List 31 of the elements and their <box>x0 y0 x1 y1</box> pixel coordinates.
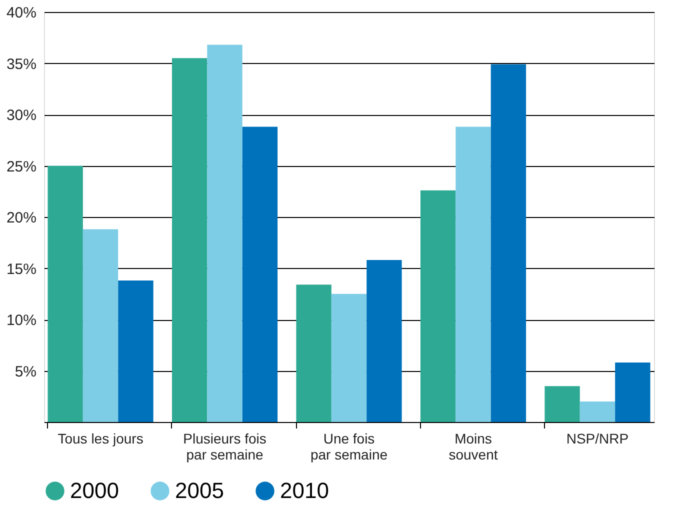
y-tick-label: 10% <box>6 312 36 329</box>
bar <box>296 284 332 422</box>
legend-label: 2000 <box>70 478 119 503</box>
bar <box>456 126 491 422</box>
bar <box>48 166 83 422</box>
bar <box>82 229 118 422</box>
bar <box>366 260 402 422</box>
bar <box>544 386 580 422</box>
y-tick-label: 30% <box>6 107 36 124</box>
y-tick-label: 5% <box>14 363 36 380</box>
x-tick-label: Moins souvent <box>448 430 498 462</box>
legend-label: 2010 <box>280 478 329 503</box>
bar <box>207 44 242 422</box>
y-tick-label: 40% <box>6 4 36 22</box>
bar <box>615 362 650 422</box>
bar <box>420 190 456 422</box>
x-tick-label: Tous les jours <box>58 430 144 446</box>
bar <box>172 58 208 422</box>
x-tick-label: NSP/NRP <box>566 430 629 446</box>
y-tick-label: 25% <box>6 158 36 176</box>
x-tick-label: Une fois par semaine <box>310 430 388 462</box>
bar <box>331 294 367 422</box>
x-tick-label: Plusieurs fois par semaine <box>183 430 266 462</box>
bar <box>118 280 154 422</box>
bar <box>242 126 278 422</box>
bar <box>580 402 616 422</box>
y-tick-label: 15% <box>6 260 36 278</box>
legend-label: 2005 <box>175 478 224 503</box>
y-tick-label: 20% <box>6 210 36 226</box>
y-tick-label: 35% <box>6 56 36 73</box>
bar <box>490 64 526 422</box>
